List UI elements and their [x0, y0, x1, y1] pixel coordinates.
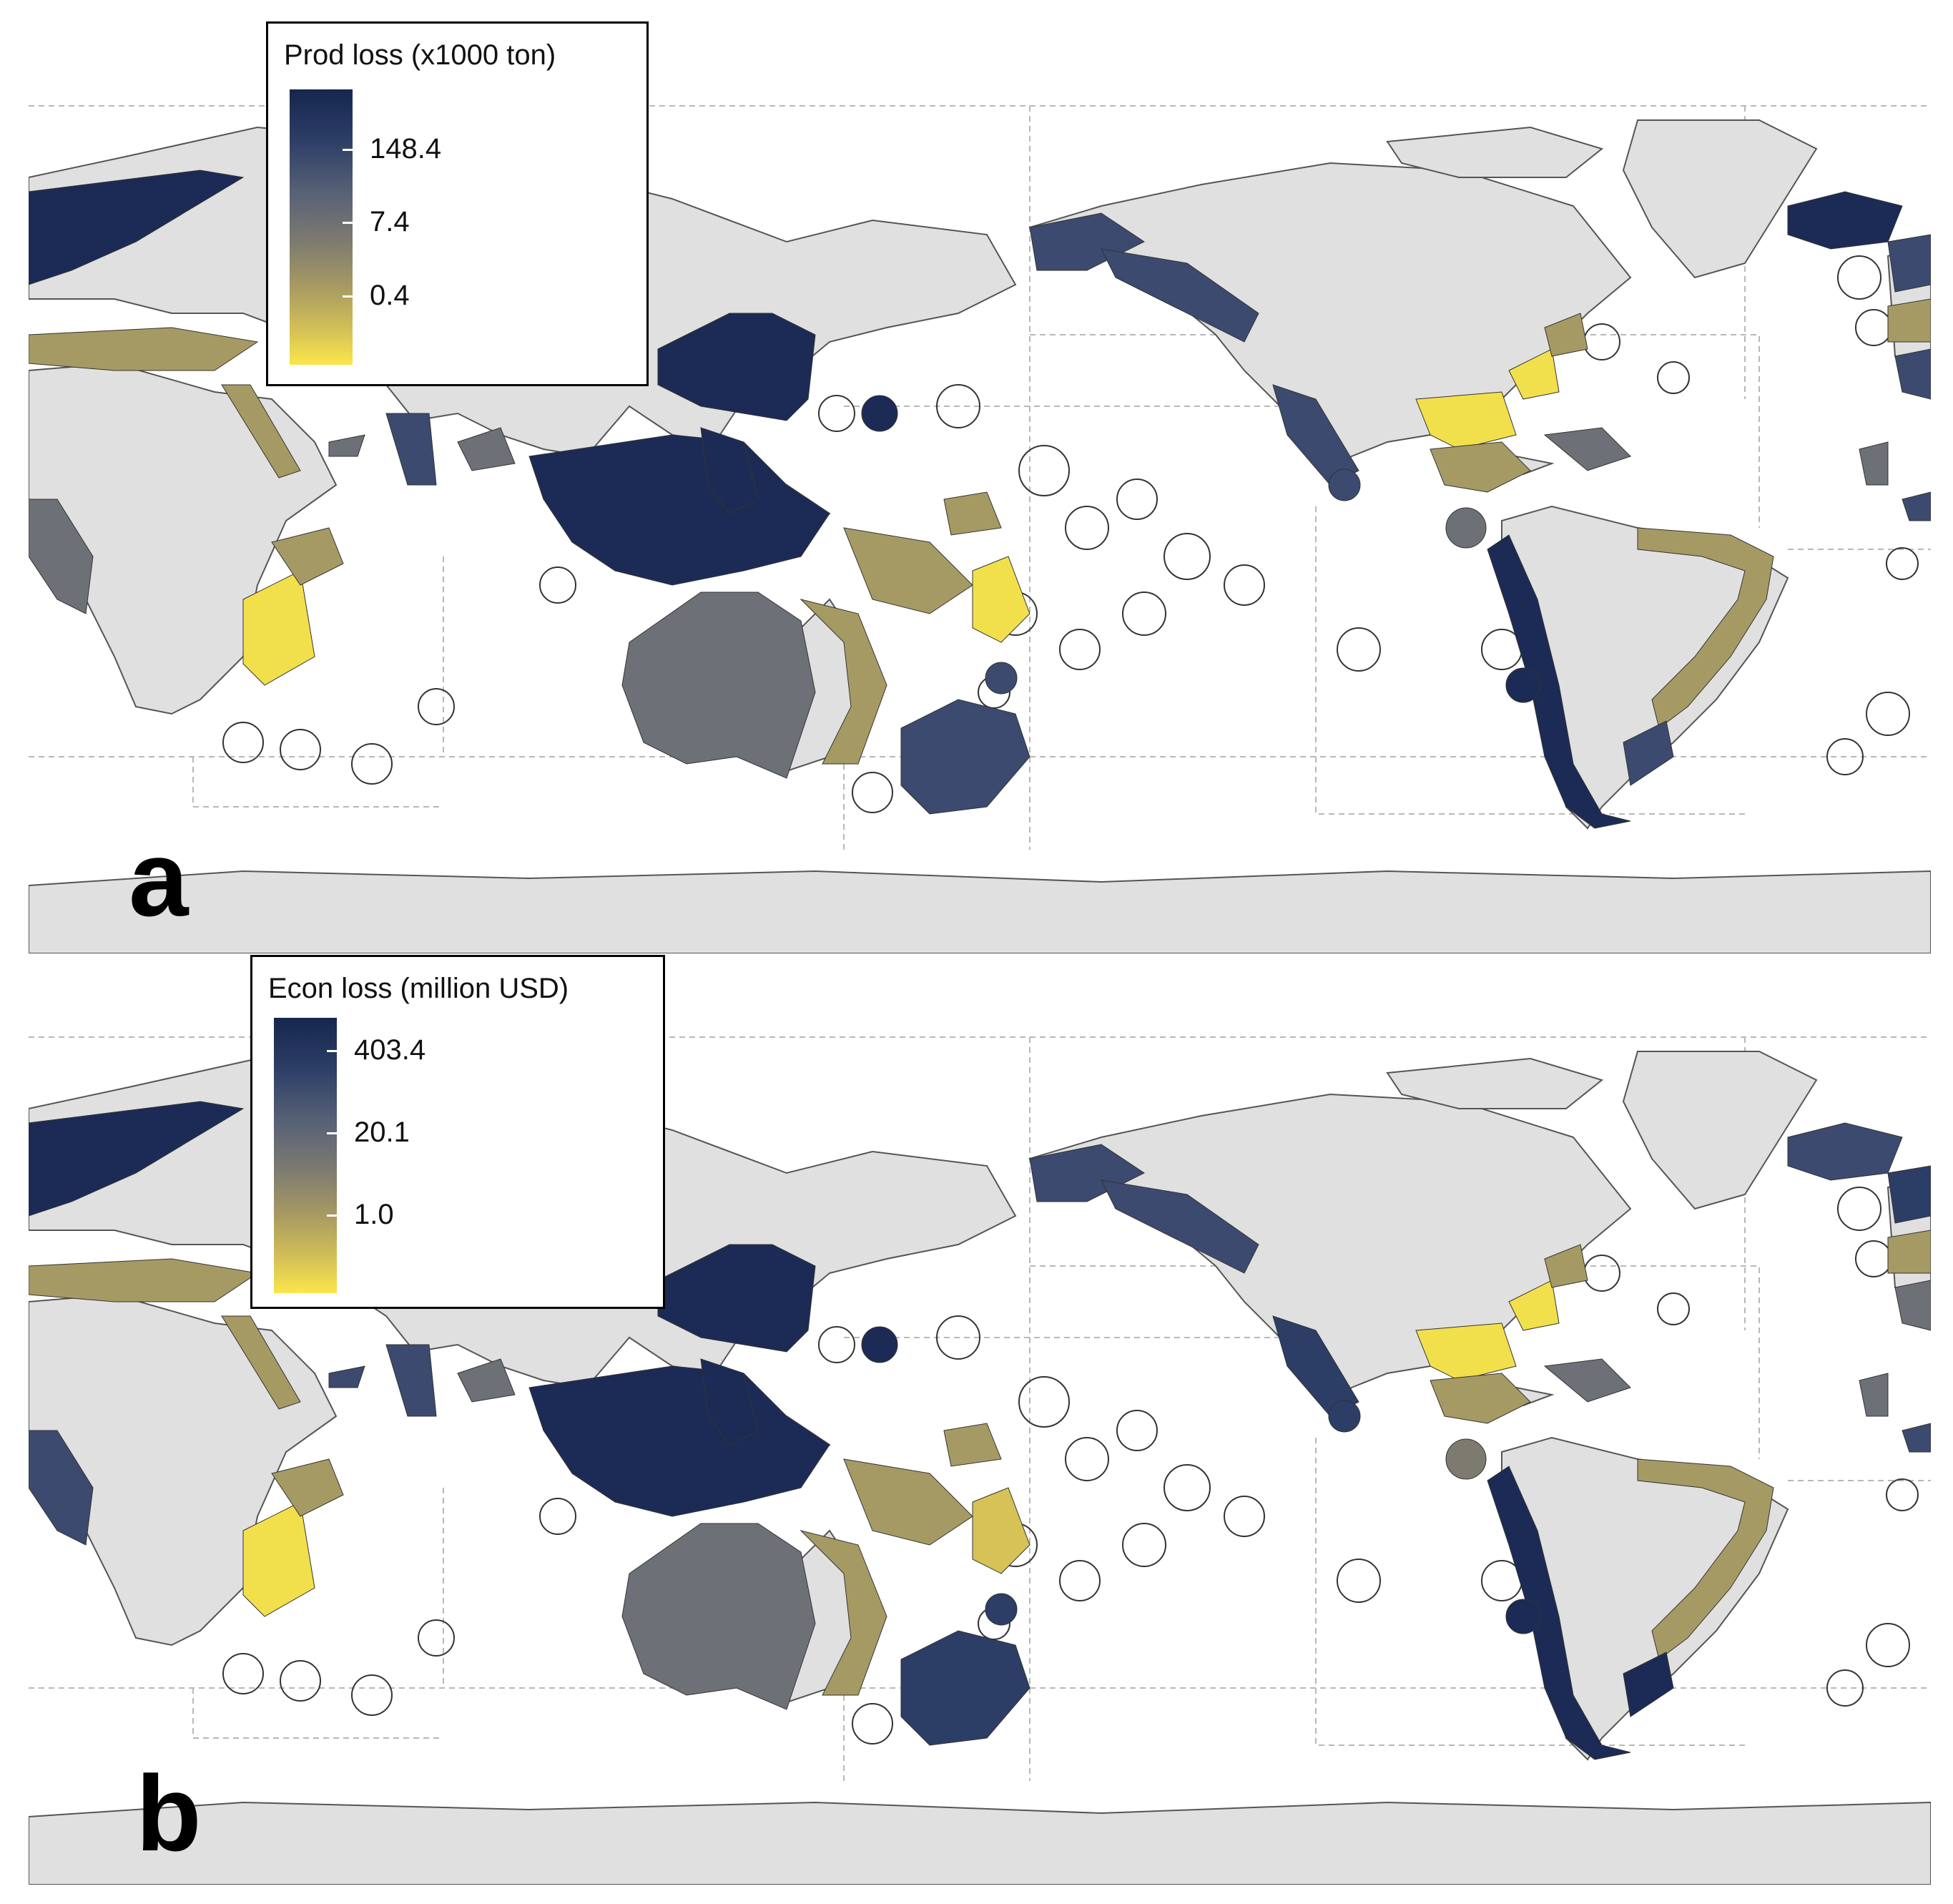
map-panel-b: Econ loss (million USD) 403.4 20.1 1.0 b — [29, 955, 1931, 1885]
legend-colorbar — [274, 1018, 337, 1293]
legend-colorbar — [290, 89, 353, 365]
legend-box: Prod loss (x1000 ton) 148.4 7.4 0.4 — [266, 21, 649, 386]
legend-tick-mark — [343, 295, 353, 298]
legend-tick-label: 7.4 — [370, 206, 410, 237]
loss-zones — [29, 1101, 1931, 1760]
world-map-b — [29, 1030, 1931, 1885]
legend-tick-label: 148.4 — [370, 133, 442, 165]
legend-title: Econ loss (million USD) — [268, 973, 569, 1004]
legend-tick-label: 0.4 — [370, 280, 410, 311]
legend-tick-label: 403.4 — [354, 1034, 426, 1066]
panel-label: a — [129, 818, 189, 938]
legend-tick-mark — [327, 1132, 337, 1134]
map-panel-a: Prod loss (x1000 ton) 148.4 7.4 0.4 a — [29, 21, 1931, 953]
eez-zones — [222, 1187, 1919, 1744]
legend-tick-mark — [327, 1214, 337, 1217]
world-map-a — [29, 99, 1931, 953]
legend-tick-mark — [343, 222, 353, 224]
loss-zones — [29, 170, 1931, 829]
legend-tick-mark — [343, 149, 353, 151]
legend-tick-label: 1.0 — [354, 1199, 394, 1230]
panel-label: b — [136, 1753, 202, 1873]
legend-tick-label: 20.1 — [354, 1117, 410, 1148]
eez-zones — [222, 255, 1919, 813]
legend-title: Prod loss (x1000 ton) — [284, 39, 556, 71]
legend-box: Econ loss (million USD) 403.4 20.1 1.0 — [250, 955, 665, 1309]
legend-tick-mark — [327, 1050, 337, 1052]
